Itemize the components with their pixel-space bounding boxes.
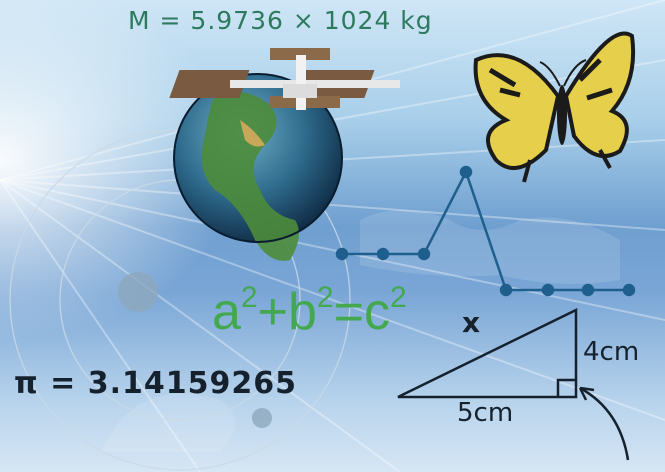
ring-node-bottom [252,408,272,428]
pyth-a: a [212,283,241,341]
curved-arrow-icon [578,386,630,461]
pyth-b: b [287,283,317,341]
pyth-exp-c: 2 [389,280,407,314]
pi-formula: π = 3.14159265 [14,366,298,401]
butterfly-icon [473,31,636,183]
earth-globe-icon [173,73,343,261]
pulse-graph-icon [335,165,636,297]
pythagorean-formula: a2+b2=c2 [212,280,407,342]
triangle-horizontal-label: 5cm [457,398,514,428]
pyth-plus: + [257,283,288,341]
pyth-exp-b: 2 [316,280,334,314]
pyth-eq: = [333,283,364,341]
pyth-exp-a: 2 [240,280,258,314]
earth-mass-formula: M = 5.9736 × 1024 kg [128,6,433,35]
space-station-icon [169,48,400,110]
triangle-hypotenuse-label: x [462,306,481,339]
right-triangle-icon [397,307,578,399]
pyth-c: c [363,283,390,341]
ring-node-left [118,272,158,312]
triangle-vertical-label: 4cm [583,337,640,367]
